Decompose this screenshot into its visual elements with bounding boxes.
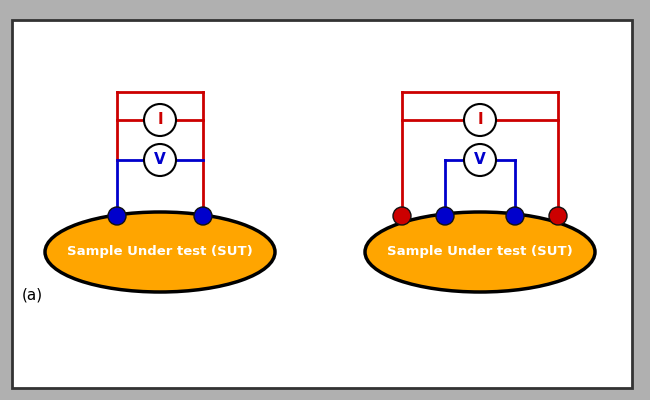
Text: V: V <box>474 152 486 168</box>
Text: I: I <box>477 112 483 128</box>
Text: (a): (a) <box>22 288 43 302</box>
Ellipse shape <box>45 212 275 292</box>
FancyBboxPatch shape <box>12 20 632 388</box>
Text: V: V <box>154 152 166 168</box>
Circle shape <box>436 207 454 225</box>
Ellipse shape <box>365 212 595 292</box>
Circle shape <box>393 207 411 225</box>
Text: I: I <box>157 112 162 128</box>
Text: Sample Under test (SUT): Sample Under test (SUT) <box>387 246 573 258</box>
Circle shape <box>144 104 176 136</box>
Circle shape <box>144 144 176 176</box>
Circle shape <box>194 207 212 225</box>
Circle shape <box>464 144 496 176</box>
Text: Sample Under test (SUT): Sample Under test (SUT) <box>67 246 253 258</box>
Circle shape <box>464 104 496 136</box>
Circle shape <box>506 207 524 225</box>
Circle shape <box>108 207 126 225</box>
Circle shape <box>549 207 567 225</box>
